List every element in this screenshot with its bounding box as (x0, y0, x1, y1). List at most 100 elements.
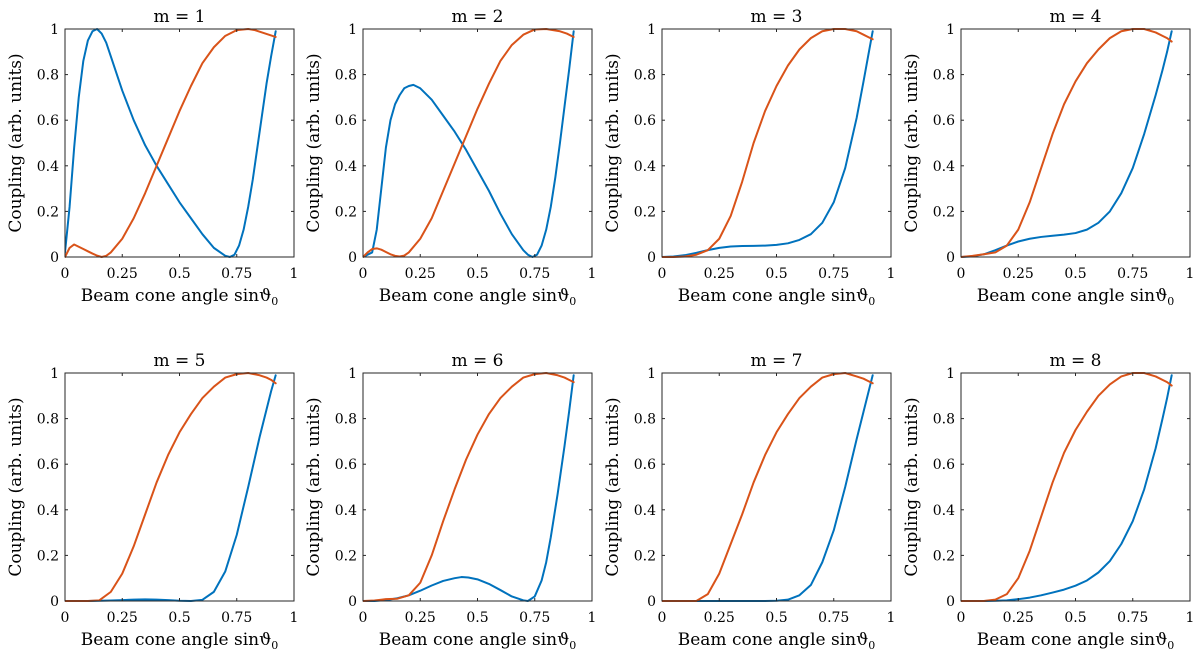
orange-curve-m7 (662, 372, 874, 602)
subplot-title: m = 7 (751, 351, 803, 371)
y-axis-label: Coupling (arb. units) (902, 53, 922, 232)
x-tick-label: 0 (61, 610, 70, 626)
subplot-title: m = 6 (452, 351, 504, 371)
x-tick-label: 0.75 (519, 266, 550, 282)
x-tick-label: 0.25 (1003, 610, 1034, 626)
x-tick-label: 1 (1186, 266, 1195, 282)
y-tick-label: 0.6 (933, 113, 955, 129)
y-tick-label: 0.8 (933, 412, 955, 428)
x-tick-label: 0 (61, 266, 70, 282)
x-tick-label: 0.75 (818, 610, 849, 626)
x-tick-label: 0.75 (1117, 266, 1148, 282)
subplot-5: 0 0.25 0.5 0.75 1 0 0.2 0.4 0.6 0.8 1 m = 5 Beam con… (6, 351, 298, 652)
y-tick-label: 0.6 (37, 113, 59, 129)
y-tick-label: 0.6 (335, 113, 357, 129)
y-tick-label: 0.4 (37, 503, 59, 519)
y-tick-label: 0 (348, 594, 357, 610)
y-tick-label: 0.8 (37, 412, 59, 428)
y-tick-label: 0.4 (634, 503, 656, 519)
x-tick-label: 0.25 (405, 266, 436, 282)
subplot-title: m = 4 (1050, 7, 1102, 27)
y-tick-label: 0.2 (933, 548, 955, 564)
y-tick-label: 0.6 (634, 457, 656, 473)
x-tick-label: 1 (290, 266, 299, 282)
blue-curve-m4 (961, 30, 1173, 258)
subplot-title: m = 8 (1050, 351, 1102, 371)
blue-curve-m8 (961, 374, 1173, 602)
blue-curve-m3 (662, 30, 874, 258)
subplot-1: 0 0.25 0.5 0.75 1 0 0.2 0.4 0.6 0.8 1 m = 1 Beam con… (6, 7, 298, 308)
y-tick-label: 0.8 (634, 68, 656, 84)
x-tick-label: 0.25 (704, 266, 735, 282)
x-tick-label: 0 (957, 266, 966, 282)
subplot-6: 0 0.25 0.5 0.75 1 0 0.2 0.4 0.6 0.8 1 m = 6 Beam con… (304, 351, 596, 652)
y-axis-label: Coupling (arb. units) (603, 397, 623, 576)
y-tick-label: 0.4 (634, 159, 656, 175)
subplot-title: m = 3 (751, 7, 803, 27)
y-tick-label: 0.4 (933, 503, 955, 519)
y-axis-label: Coupling (arb. units) (603, 53, 623, 232)
x-tick-label: 1 (588, 610, 597, 626)
y-tick-label: 1 (50, 366, 59, 382)
x-tick-label: 1 (588, 266, 597, 282)
x-axis-label: Beam cone angle sinϑ0 (81, 286, 279, 308)
y-axis-label: Coupling (arb. units) (902, 397, 922, 576)
y-tick-label: 0.8 (335, 68, 357, 84)
x-axis-label: Beam cone angle sinϑ0 (379, 630, 577, 652)
y-tick-label: 0.2 (335, 548, 357, 564)
y-tick-label: 0.8 (933, 68, 955, 84)
x-tick-label: 0.5 (168, 266, 190, 282)
axes-frame (960, 372, 1191, 602)
subplot-7: 0 0.25 0.5 0.75 1 0 0.2 0.4 0.6 0.8 1 m = 7 Beam con… (603, 351, 895, 652)
orange-curve-m4 (961, 28, 1173, 258)
x-tick-label: 1 (1186, 610, 1195, 626)
y-tick-label: 1 (50, 22, 59, 38)
y-tick-label: 0.2 (37, 548, 59, 564)
x-axis-label: Beam cone angle sinϑ0 (678, 630, 876, 652)
x-tick-label: 0.75 (818, 266, 849, 282)
x-tick-label: 1 (887, 610, 896, 626)
x-tick-label: 1 (887, 266, 896, 282)
orange-curve-m5 (65, 372, 277, 602)
y-tick-label: 0.6 (933, 457, 955, 473)
blue-curve-m6 (363, 374, 575, 602)
y-tick-label: 0.8 (335, 412, 357, 428)
orange-curve-m3 (662, 28, 874, 258)
y-tick-label: 0.4 (335, 159, 357, 175)
y-axis-label: Coupling (arb. units) (304, 397, 324, 576)
x-tick-label: 0.25 (107, 610, 138, 626)
x-tick-label: 0 (658, 266, 667, 282)
y-tick-label: 0.2 (37, 204, 59, 220)
y-tick-label: 0 (647, 594, 656, 610)
x-tick-label: 0 (957, 610, 966, 626)
x-axis-label: Beam cone angle sinϑ0 (977, 286, 1175, 308)
axes-frame (64, 372, 295, 602)
y-tick-label: 0 (348, 250, 357, 266)
y-tick-label: 0 (946, 594, 955, 610)
y-tick-label: 0.2 (634, 204, 656, 220)
y-tick-label: 1 (348, 22, 357, 38)
x-tick-label: 0.5 (1064, 266, 1086, 282)
y-tick-label: 0.6 (634, 113, 656, 129)
x-tick-label: 0 (658, 610, 667, 626)
axes-frame (661, 28, 892, 258)
axes-frame (661, 372, 892, 602)
x-tick-label: 0.25 (405, 610, 436, 626)
y-tick-label: 0.2 (335, 204, 357, 220)
x-tick-label: 0.75 (221, 266, 252, 282)
x-tick-label: 1 (290, 610, 299, 626)
subplot-title: m = 5 (154, 351, 206, 371)
blue-curve-m5 (65, 374, 277, 602)
y-tick-label: 1 (946, 22, 955, 38)
x-tick-label: 0.25 (107, 266, 138, 282)
subplot-3: 0 0.25 0.5 0.75 1 0 0.2 0.4 0.6 0.8 1 m = 3 Beam con… (603, 7, 895, 308)
y-tick-label: 1 (348, 366, 357, 382)
x-tick-label: 0.25 (704, 610, 735, 626)
y-tick-label: 0.4 (933, 159, 955, 175)
x-tick-label: 0.75 (221, 610, 252, 626)
y-axis-label: Coupling (arb. units) (6, 53, 26, 232)
x-tick-label: 0.25 (1003, 266, 1034, 282)
subplot-8: 0 0.25 0.5 0.75 1 0 0.2 0.4 0.6 0.8 1 m = 8 Beam con… (902, 351, 1194, 652)
x-tick-label: 0 (359, 610, 368, 626)
